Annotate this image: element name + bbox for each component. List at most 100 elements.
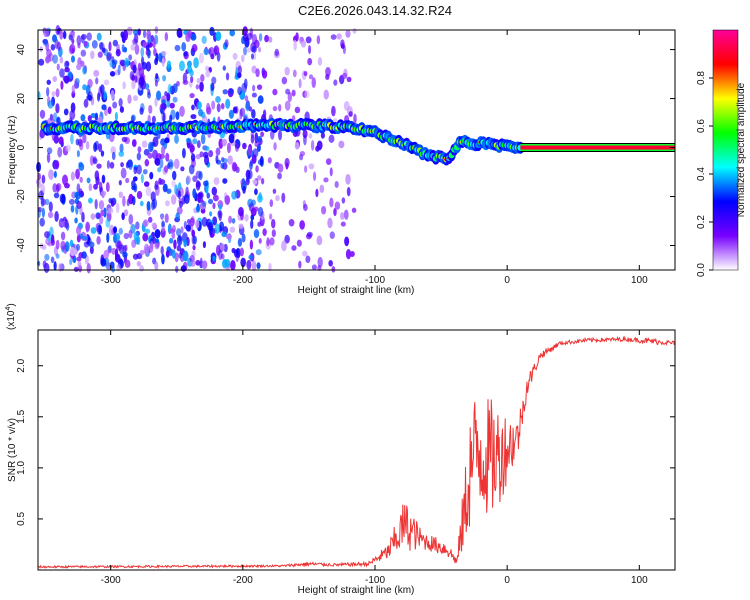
- noise-speckle: [218, 249, 223, 261]
- noise-speckle: [211, 76, 217, 85]
- noise-speckle: [195, 153, 201, 160]
- noise-speckle: [96, 163, 102, 169]
- noise-speckle: [333, 207, 337, 217]
- colorbar-tick-label: 0.6: [696, 119, 707, 133]
- noise-speckle: [133, 95, 139, 102]
- noise-speckle: [191, 229, 196, 238]
- noise-speckle: [331, 266, 336, 273]
- noise-speckle: [124, 57, 130, 68]
- noise-speckle: [237, 72, 242, 79]
- noise-speckle: [195, 84, 200, 90]
- noise-speckle: [258, 237, 262, 244]
- noise-speckle: [99, 84, 105, 95]
- noise-speckle: [281, 192, 286, 203]
- noise-speckle: [246, 259, 252, 270]
- noise-speckle: [235, 253, 239, 262]
- noise-speckle: [216, 103, 221, 113]
- noise-speckle: [63, 108, 69, 116]
- noise-speckle: [123, 46, 128, 53]
- noise-speckle: [89, 246, 94, 254]
- noise-speckle: [221, 138, 227, 147]
- spectrogram-ridge: [40, 117, 675, 166]
- noise-speckle: [138, 76, 145, 87]
- snr-plot-area: [38, 330, 675, 570]
- noise-speckle: [103, 249, 110, 259]
- noise-speckle: [65, 144, 71, 152]
- noise-speckle: [214, 223, 220, 235]
- noise-speckle: [142, 233, 149, 242]
- noise-speckle: [107, 106, 112, 115]
- noise-speckle: [203, 48, 210, 56]
- spectrogram-ytick-label: 0: [16, 144, 27, 150]
- noise-speckle: [343, 100, 350, 111]
- noise-speckle: [122, 29, 129, 41]
- noise-speckle: [164, 213, 169, 224]
- noise-speckle: [89, 241, 95, 249]
- noise-speckle: [132, 64, 137, 74]
- noise-speckle: [251, 65, 257, 74]
- noise-speckle: [60, 80, 64, 90]
- noise-speckle: [144, 158, 150, 167]
- noise-speckle: [64, 219, 69, 229]
- noise-speckle: [187, 30, 193, 39]
- noise-speckle: [160, 214, 164, 221]
- snr-xtick-label: 0: [504, 575, 510, 586]
- noise-speckle: [76, 225, 82, 236]
- noise-speckle: [117, 64, 121, 76]
- noise-speckle: [201, 216, 208, 227]
- noise-speckle: [119, 59, 126, 67]
- noise-speckle: [136, 261, 141, 267]
- noise-speckle: [305, 36, 312, 44]
- noise-speckle: [224, 39, 229, 48]
- noise-speckle: [70, 55, 76, 63]
- noise-speckle: [53, 192, 60, 199]
- noise-speckle: [143, 29, 147, 39]
- noise-speckle: [262, 228, 267, 236]
- noise-speckle: [292, 69, 297, 78]
- noise-speckle: [192, 175, 198, 183]
- noise-speckle: [58, 136, 64, 145]
- noise-speckle: [177, 182, 182, 191]
- colorbar-tick-label: 0.2: [696, 215, 707, 229]
- noise-speckle: [257, 135, 262, 143]
- noise-speckle: [132, 253, 139, 260]
- noise-speckle: [119, 143, 124, 154]
- noise-speckle: [225, 98, 231, 109]
- noise-speckle: [222, 178, 228, 184]
- noise-speckle: [174, 184, 178, 196]
- noise-speckle: [192, 235, 197, 245]
- noise-speckle: [132, 176, 138, 182]
- noise-speckle: [343, 209, 349, 220]
- noise-speckle: [161, 220, 165, 228]
- noise-speckle: [107, 207, 114, 215]
- noise-speckle: [186, 236, 190, 247]
- noise-speckle: [298, 78, 302, 89]
- noise-speckle: [228, 215, 233, 224]
- noise-speckle: [247, 169, 253, 180]
- noise-speckle: [64, 182, 70, 189]
- noise-speckle: [169, 102, 175, 109]
- noise-speckle: [140, 173, 144, 184]
- noise-speckle: [54, 211, 59, 222]
- noise-speckle: [284, 100, 291, 111]
- noise-speckle: [71, 84, 76, 94]
- noise-speckle: [112, 39, 118, 47]
- noise-speckle: [41, 207, 45, 218]
- noise-speckle: [349, 251, 355, 258]
- noise-speckle: [94, 199, 98, 210]
- noise-speckle: [199, 52, 204, 64]
- noise-speckle: [316, 35, 321, 45]
- noise-speckle: [351, 207, 357, 213]
- noise-speckle: [183, 51, 188, 57]
- noise-speckle: [278, 103, 282, 112]
- noise-speckle: [83, 98, 89, 108]
- noise-speckle: [148, 141, 154, 153]
- noise-speckle: [180, 166, 185, 172]
- noise-speckle: [133, 166, 138, 175]
- noise-speckle: [134, 43, 140, 55]
- noise-speckle: [325, 74, 330, 80]
- noise-speckle: [139, 249, 145, 255]
- noise-speckle: [96, 235, 101, 245]
- noise-speckle: [113, 226, 118, 234]
- noise-speckle: [291, 245, 297, 251]
